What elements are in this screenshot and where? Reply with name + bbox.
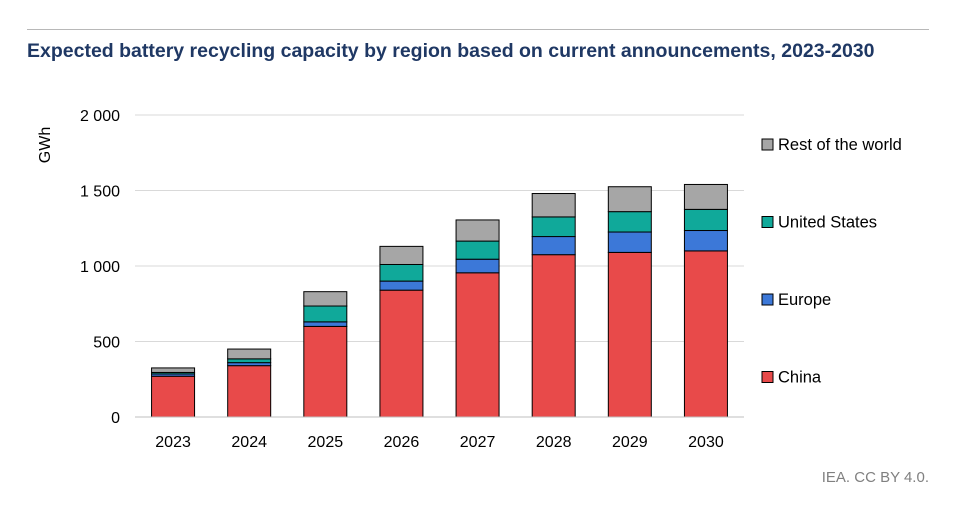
bars — [151, 183, 728, 418]
x-tick-label: 2026 — [384, 434, 420, 451]
y-tick-label: 1 500 — [80, 184, 120, 201]
legend-label: Europe — [778, 291, 831, 309]
x-axis-ticks: 2023 2024 2025 2026 2027 2028 2029 2030 — [155, 434, 724, 451]
x-tick-label: 2030 — [688, 434, 724, 451]
bar-segment-europe — [303, 321, 348, 327]
legend-label: Rest of the world — [778, 136, 902, 154]
bar-segment-rest-of-the-world — [227, 348, 272, 360]
bar-segment-united-states — [531, 216, 576, 238]
source-credit: IEA. CC BY 4.0. — [821, 469, 929, 486]
legend-swatch — [761, 216, 774, 228]
y-tick-label: 1 000 — [80, 259, 120, 276]
x-tick-label: 2025 — [308, 434, 344, 451]
bar-segment-china — [683, 250, 728, 418]
bar-segment-rest-of-the-world — [683, 183, 728, 210]
bar-segment-united-states — [607, 211, 652, 233]
chart-title: Expected battery recycling capacity by r… — [27, 40, 875, 62]
bar-segment-china — [607, 251, 652, 418]
y-axis-label: GWh — [37, 127, 54, 163]
top-rule — [27, 29, 929, 30]
y-tick-label: 2 000 — [80, 108, 120, 125]
bar-segment-rest-of-the-world — [607, 186, 652, 213]
bar-segment-rest-of-the-world — [455, 219, 500, 242]
bar-segment-rest-of-the-world — [379, 245, 424, 265]
bar-segment-rest-of-the-world — [531, 193, 576, 218]
legend-swatch — [761, 371, 774, 383]
bar-segment-china — [455, 272, 500, 418]
bar-segment-china — [379, 289, 424, 418]
bar-segment-rest-of-the-world — [303, 291, 348, 307]
bar-segment-china — [227, 365, 272, 418]
legend-swatch — [761, 138, 774, 151]
bar-segment-united-states — [227, 358, 272, 364]
bar-segment-united-states — [379, 263, 424, 282]
bar-segment-china — [303, 325, 348, 418]
legend: Rest of the world United States Europe Chin… — [761, 136, 902, 387]
x-tick-label: 2027 — [460, 434, 496, 451]
bar-segment-united-states — [683, 208, 728, 232]
bar-segment-europe — [531, 236, 576, 256]
bar-segment-china — [151, 375, 196, 418]
y-tick-label: 500 — [93, 335, 120, 352]
x-tick-label: 2028 — [536, 434, 572, 451]
bar-segment-europe — [607, 231, 652, 253]
x-tick-label: 2024 — [231, 434, 267, 451]
x-tick-label: 2023 — [155, 434, 191, 451]
y-axis-ticks: 0 500 1 000 1 500 2 000 — [80, 108, 120, 427]
bar-segment-europe — [455, 258, 500, 274]
y-tick-label: 0 — [111, 410, 120, 427]
legend-label: United States — [778, 214, 877, 232]
bar-segment-china — [531, 254, 576, 418]
legend-swatch — [761, 293, 774, 306]
bar-segment-united-states — [455, 240, 500, 260]
legend-label: China — [778, 369, 822, 387]
bar-segment-europe — [379, 280, 424, 291]
bar-segment-europe — [683, 230, 728, 252]
bar-segment-united-states — [303, 305, 348, 323]
x-tick-label: 2029 — [612, 434, 648, 451]
gridlines — [135, 114, 744, 342]
bar-segment-rest-of-the-world — [151, 367, 196, 373]
